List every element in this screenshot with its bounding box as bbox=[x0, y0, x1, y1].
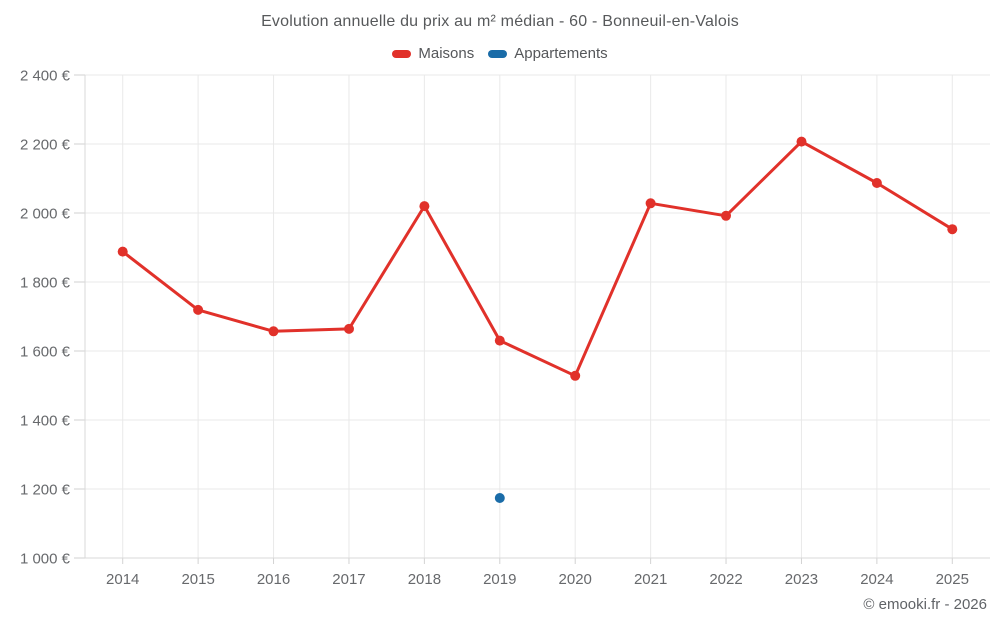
y-tick-label: 1 200 € bbox=[20, 482, 71, 499]
data-point-maisons-2019[interactable] bbox=[494, 335, 505, 346]
data-point-appartements-2019[interactable] bbox=[494, 493, 505, 503]
y-tick-label: 2 000 € bbox=[20, 206, 71, 223]
data-point-maisons-2016[interactable] bbox=[268, 326, 279, 337]
x-tick-label: 2018 bbox=[408, 571, 441, 588]
y-tick-label: 1 400 € bbox=[20, 413, 71, 430]
legend-swatch-appartements-icon bbox=[488, 49, 508, 58]
x-tick-label: 2024 bbox=[860, 571, 893, 588]
x-tick-label: 2023 bbox=[785, 571, 818, 588]
chart-title: Evolution annuelle du prix au m² médian … bbox=[261, 13, 739, 30]
y-tick-label: 1 600 € bbox=[20, 344, 71, 361]
x-tick-label: 2017 bbox=[332, 571, 365, 588]
data-point-maisons-2021[interactable] bbox=[645, 198, 656, 209]
legend-item-appartements[interactable]: Appartements bbox=[488, 45, 608, 62]
x-tick-label: 2016 bbox=[257, 571, 290, 588]
data-point-maisons-2025[interactable] bbox=[947, 224, 958, 235]
y-tick-label: 2 400 € bbox=[20, 68, 71, 85]
x-tick-label: 2022 bbox=[709, 571, 742, 588]
data-point-maisons-2022[interactable] bbox=[721, 210, 731, 221]
x-tick-label: 2020 bbox=[559, 571, 592, 588]
y-tick-label: 1 800 € bbox=[20, 275, 71, 292]
legend-label-appartements: Appartements bbox=[514, 45, 608, 62]
legend-item-maisons[interactable]: Maisons bbox=[392, 45, 474, 62]
data-point-maisons-2014[interactable] bbox=[117, 246, 128, 257]
x-tick-label: 2015 bbox=[181, 571, 214, 588]
data-point-maisons-2023[interactable] bbox=[796, 136, 807, 147]
x-tick-label: 2014 bbox=[106, 571, 139, 588]
y-tick-label: 2 200 € bbox=[20, 137, 71, 154]
copyright-text: © emooki.fr - 2026 bbox=[863, 596, 987, 613]
data-point-maisons-2024[interactable] bbox=[871, 178, 882, 188]
x-tick-label: 2021 bbox=[634, 571, 667, 588]
data-point-maisons-2015[interactable] bbox=[193, 304, 204, 315]
legend-label-maisons: Maisons bbox=[418, 45, 475, 62]
series-line-maisons bbox=[121, 140, 954, 378]
data-point-maisons-2020[interactable] bbox=[570, 370, 581, 381]
y-tick-label: 1 000 € bbox=[20, 551, 71, 568]
data-point-maisons-2018[interactable] bbox=[419, 201, 430, 212]
x-tick-label: 2025 bbox=[936, 571, 969, 588]
chart-legend: Maisons Appartements bbox=[0, 45, 1000, 62]
x-tick-label: 2019 bbox=[483, 571, 516, 588]
data-point-maisons-2017[interactable] bbox=[344, 323, 354, 334]
legend-swatch-maisons-icon bbox=[392, 49, 412, 58]
